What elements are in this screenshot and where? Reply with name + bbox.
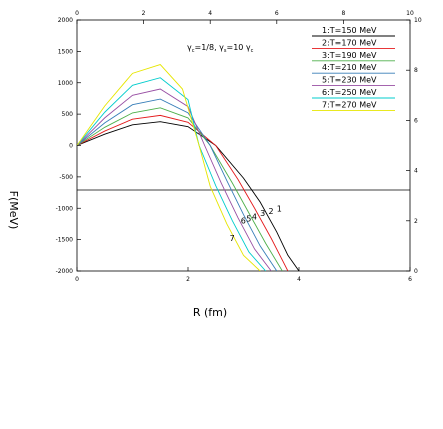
series-line-7 [77, 64, 261, 271]
annotation-gamma-c2: =10 γ [227, 43, 251, 52]
right-tick-label: 8 [414, 67, 418, 74]
legend-label-6: 6:T=250 MeV [322, 88, 377, 97]
legend-label-7: 7:T=270 MeV [322, 100, 377, 109]
legend: 1:T=150 MeV 2:T=170 MeV 3:T=190 MeV 4:T=210… [312, 26, 395, 111]
y-tick-label: -500 [59, 174, 73, 181]
top-tick-label: 8 [341, 10, 345, 17]
x-tick-label: 2 [186, 276, 190, 283]
annotation-sub-c: c [192, 48, 195, 54]
curve-label-4: 4 [252, 213, 257, 222]
series-line-4 [77, 98, 278, 271]
annotation-gamma-c: γ [187, 43, 192, 52]
curve-label-7: 7 [230, 234, 235, 243]
y-tick-label: 500 [62, 111, 74, 118]
x-tick-label: 4 [297, 276, 301, 283]
right-tick-label: 10 [414, 17, 422, 24]
legend-label-1: 1:T=150 MeV [322, 26, 377, 35]
y-tick-label: -2000 [56, 268, 74, 275]
top-tick-label: 0 [75, 10, 79, 17]
right-tick-label: 2 [414, 218, 418, 225]
annotation-sub-c2: c [251, 48, 254, 54]
top-tick-label: 6 [275, 10, 279, 17]
annotation-sub-s: s [224, 48, 227, 54]
curve-label-5: 5 [246, 214, 251, 223]
y-tick-label: 1000 [58, 80, 73, 87]
top-axis: 0 2 4 6 8 10 [75, 10, 414, 24]
x-tick-label: 6 [408, 276, 412, 283]
right-tick-label: 6 [414, 117, 418, 124]
y-tick-label: -1000 [56, 205, 74, 212]
y-tick-label: -1500 [56, 237, 74, 244]
legend-label-3: 3:T=190 MeV [322, 51, 377, 60]
curve-label-2: 2 [268, 207, 273, 216]
x-tick-label: 0 [75, 276, 79, 283]
curve-label-1: 1 [277, 204, 282, 213]
parameter-annotation: γc=1/8, γs=10 γc [187, 43, 254, 54]
curve-label-3: 3 [260, 209, 265, 218]
top-tick-label: 2 [142, 10, 146, 17]
curve-label-6: 6 [241, 216, 246, 225]
top-tick-label: 10 [406, 10, 414, 17]
x-axis-title: R (fm) [193, 306, 227, 319]
legend-label-2: 2:T=170 MeV [322, 38, 377, 47]
top-tick-label: 4 [208, 10, 212, 17]
right-axis: 0 2 4 6 8 10 [406, 17, 422, 275]
legend-label-5: 5:T=230 MeV [322, 76, 377, 85]
annotation-gamma-s: =1/8, γ [194, 43, 224, 52]
y-tick-label: 2000 [58, 17, 73, 24]
right-tick-label: 0 [414, 268, 418, 275]
y-tick-label: 1500 [58, 48, 73, 55]
series-line-6 [77, 77, 267, 271]
legend-label-4: 4:T=210 MeV [322, 63, 377, 72]
x-axis: 0 2 4 6 [75, 267, 412, 283]
series-line-5 [77, 88, 272, 271]
y-tick-label: 0 [69, 143, 73, 150]
right-tick-label: 4 [414, 168, 418, 175]
y-axis: -2000 -1500 -1000 -500 0 500 1000 1500 2000 [56, 17, 81, 275]
series-group [77, 64, 300, 271]
y-axis-title: F(MeV) [7, 191, 20, 230]
